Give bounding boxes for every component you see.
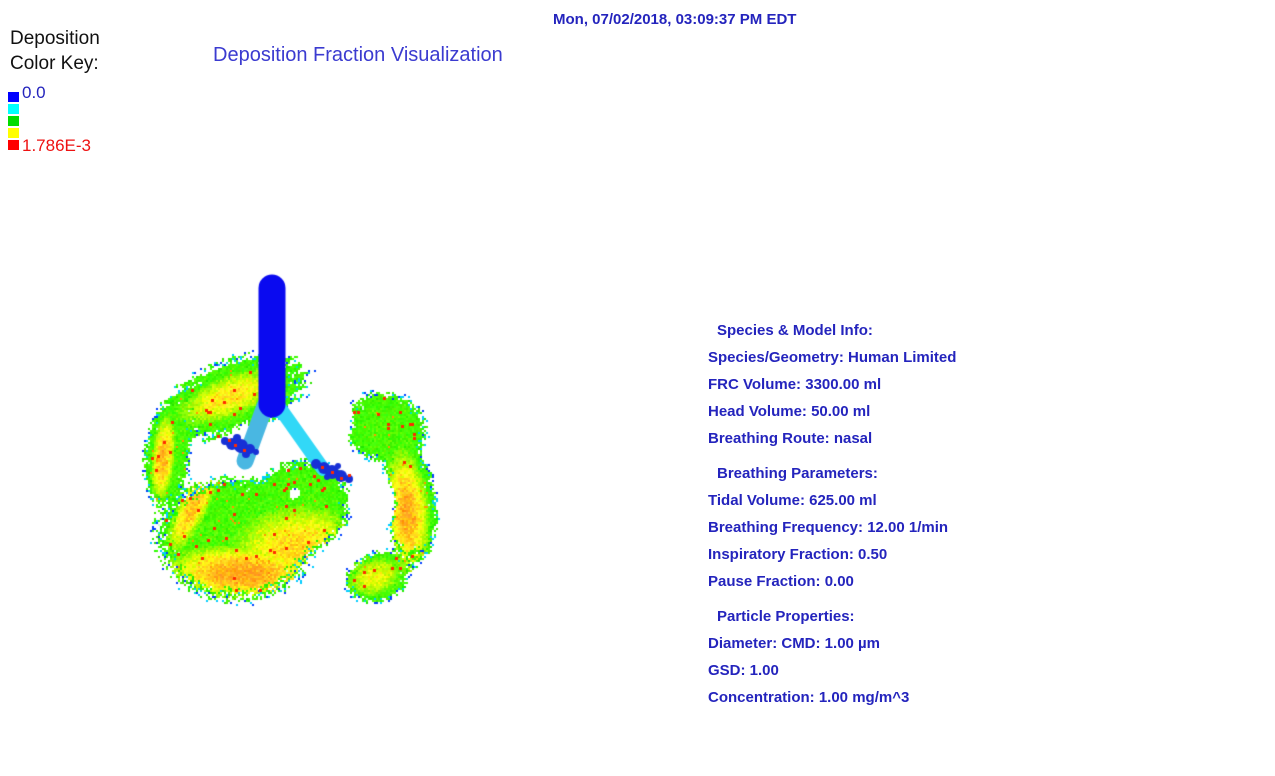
info-line: Breathing Route: nasal xyxy=(708,430,873,447)
info-line: Breathing Frequency: 12.00 1/min xyxy=(708,519,949,536)
info-line: Species/Geometry: Human Limited xyxy=(708,349,957,366)
info-section-header: Species & Model Info: xyxy=(717,322,873,339)
color-key-label: Deposition Color Key: xyxy=(10,28,100,74)
color-swatch-green xyxy=(8,116,19,126)
color-key-max-value: 1.786E-3 xyxy=(22,136,91,155)
info-line: FRC Volume: 3300.00 ml xyxy=(708,376,882,393)
info-section-particle: Particle Properties: Diameter: CMD: 1.00… xyxy=(708,603,956,711)
info-line: Concentration: 1.00 mg/m^3 xyxy=(708,689,910,706)
info-section-header: Particle Properties: xyxy=(717,608,855,625)
info-section-species: Species & Model Info: Species/Geometry: … xyxy=(708,317,956,452)
info-line: Head Volume: 50.00 ml xyxy=(708,403,871,420)
info-line: Diameter: CMD: 1.00 µm xyxy=(708,635,881,652)
color-key-min-value: 0.0 xyxy=(22,83,46,102)
info-line: GSD: 1.00 xyxy=(708,662,779,679)
color-swatch-yellow xyxy=(8,128,19,138)
timestamp: Mon, 07/02/2018, 03:09:37 PM EDT xyxy=(553,11,797,28)
lung-deposition-heatmap xyxy=(128,258,448,628)
info-line: Tidal Volume: 625.00 ml xyxy=(708,492,877,509)
info-section-breathing: Breathing Parameters: Tidal Volume: 625.… xyxy=(708,460,956,595)
info-section-header: Breathing Parameters: xyxy=(717,465,878,482)
info-line: Inspiratory Fraction: 0.50 xyxy=(708,546,888,563)
page-title: Deposition Fraction Visualization xyxy=(213,44,503,66)
color-key-bar xyxy=(8,92,19,152)
color-swatch-blue xyxy=(8,92,19,102)
info-line: Pause Fraction: 0.00 xyxy=(708,573,854,590)
color-swatch-cyan xyxy=(8,104,19,114)
color-swatch-red xyxy=(8,140,19,150)
info-panel: Species & Model Info: Species/Geometry: … xyxy=(708,317,956,711)
